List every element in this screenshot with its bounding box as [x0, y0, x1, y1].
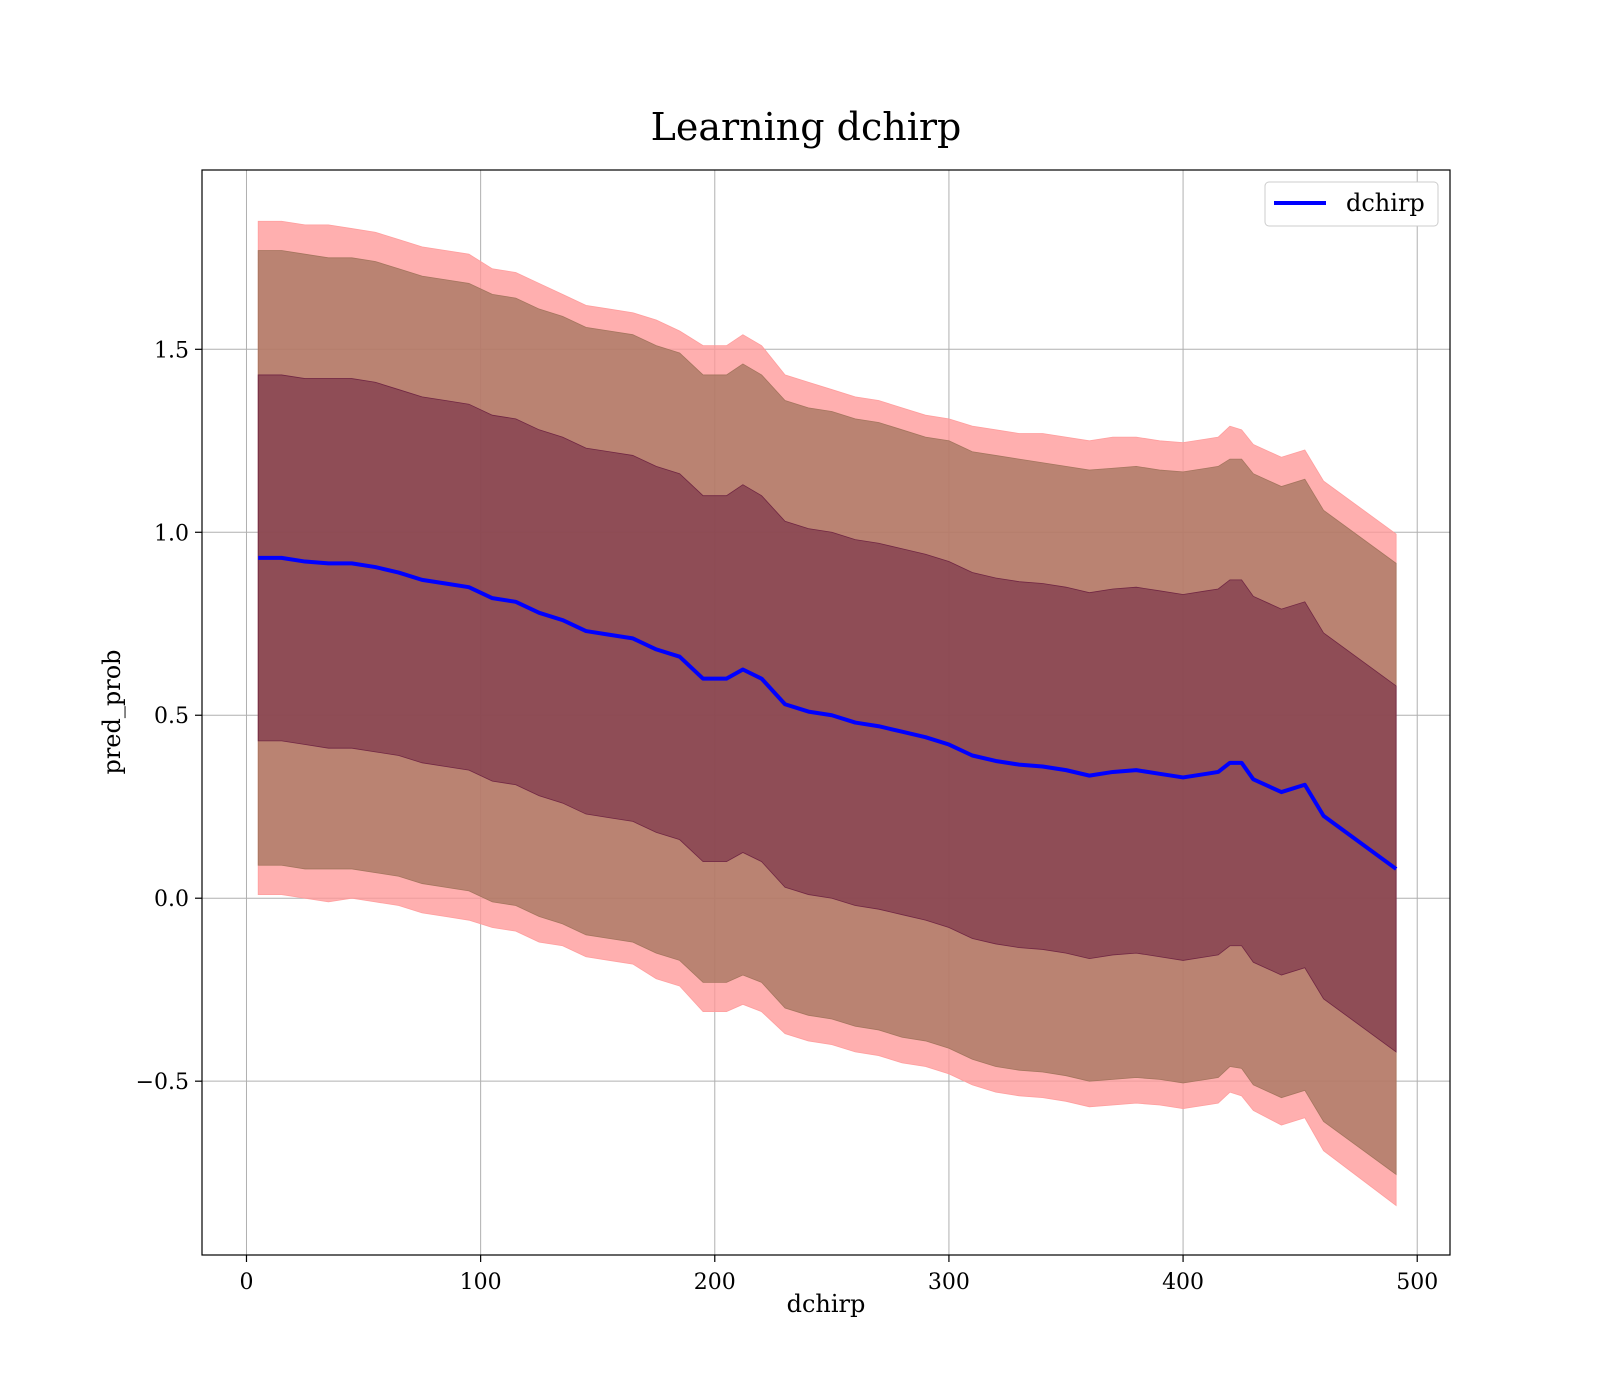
x-tick-label: 300	[928, 1270, 970, 1295]
series-lines	[258, 555, 1398, 871]
legend: dchirp	[1264, 181, 1439, 227]
x-tick-label: 100	[460, 1270, 502, 1295]
y-axis-ticks: −0.5 0.0 0.5 1.0 1.5	[136, 338, 202, 1095]
x-tick-label: 500	[1396, 1270, 1438, 1295]
plot-frame	[201, 169, 1451, 1256]
y-tick-label: 0.0	[154, 887, 189, 912]
y-tick-label: 1.0	[154, 521, 189, 546]
x-tick-label: 200	[694, 1270, 736, 1295]
series-line-dchirp	[258, 555, 1398, 871]
x-tick-label: 400	[1162, 1270, 1204, 1295]
chart-title: Learning dchirp	[651, 105, 962, 149]
legend-label-dchirp: dchirp	[1346, 189, 1425, 217]
legend-box	[1264, 181, 1439, 227]
y-tick-label: 0.5	[154, 704, 189, 729]
x-axis-ticks: 0 100 200 300 400 500	[239, 1255, 1438, 1295]
x-tick-label: 0	[239, 1270, 253, 1295]
y-axis-label: pred_prob	[98, 649, 126, 774]
y-tick-label: 1.5	[154, 338, 189, 363]
x-axis-label: dchirp	[787, 1290, 866, 1318]
y-tick-label: −0.5	[136, 1070, 189, 1095]
